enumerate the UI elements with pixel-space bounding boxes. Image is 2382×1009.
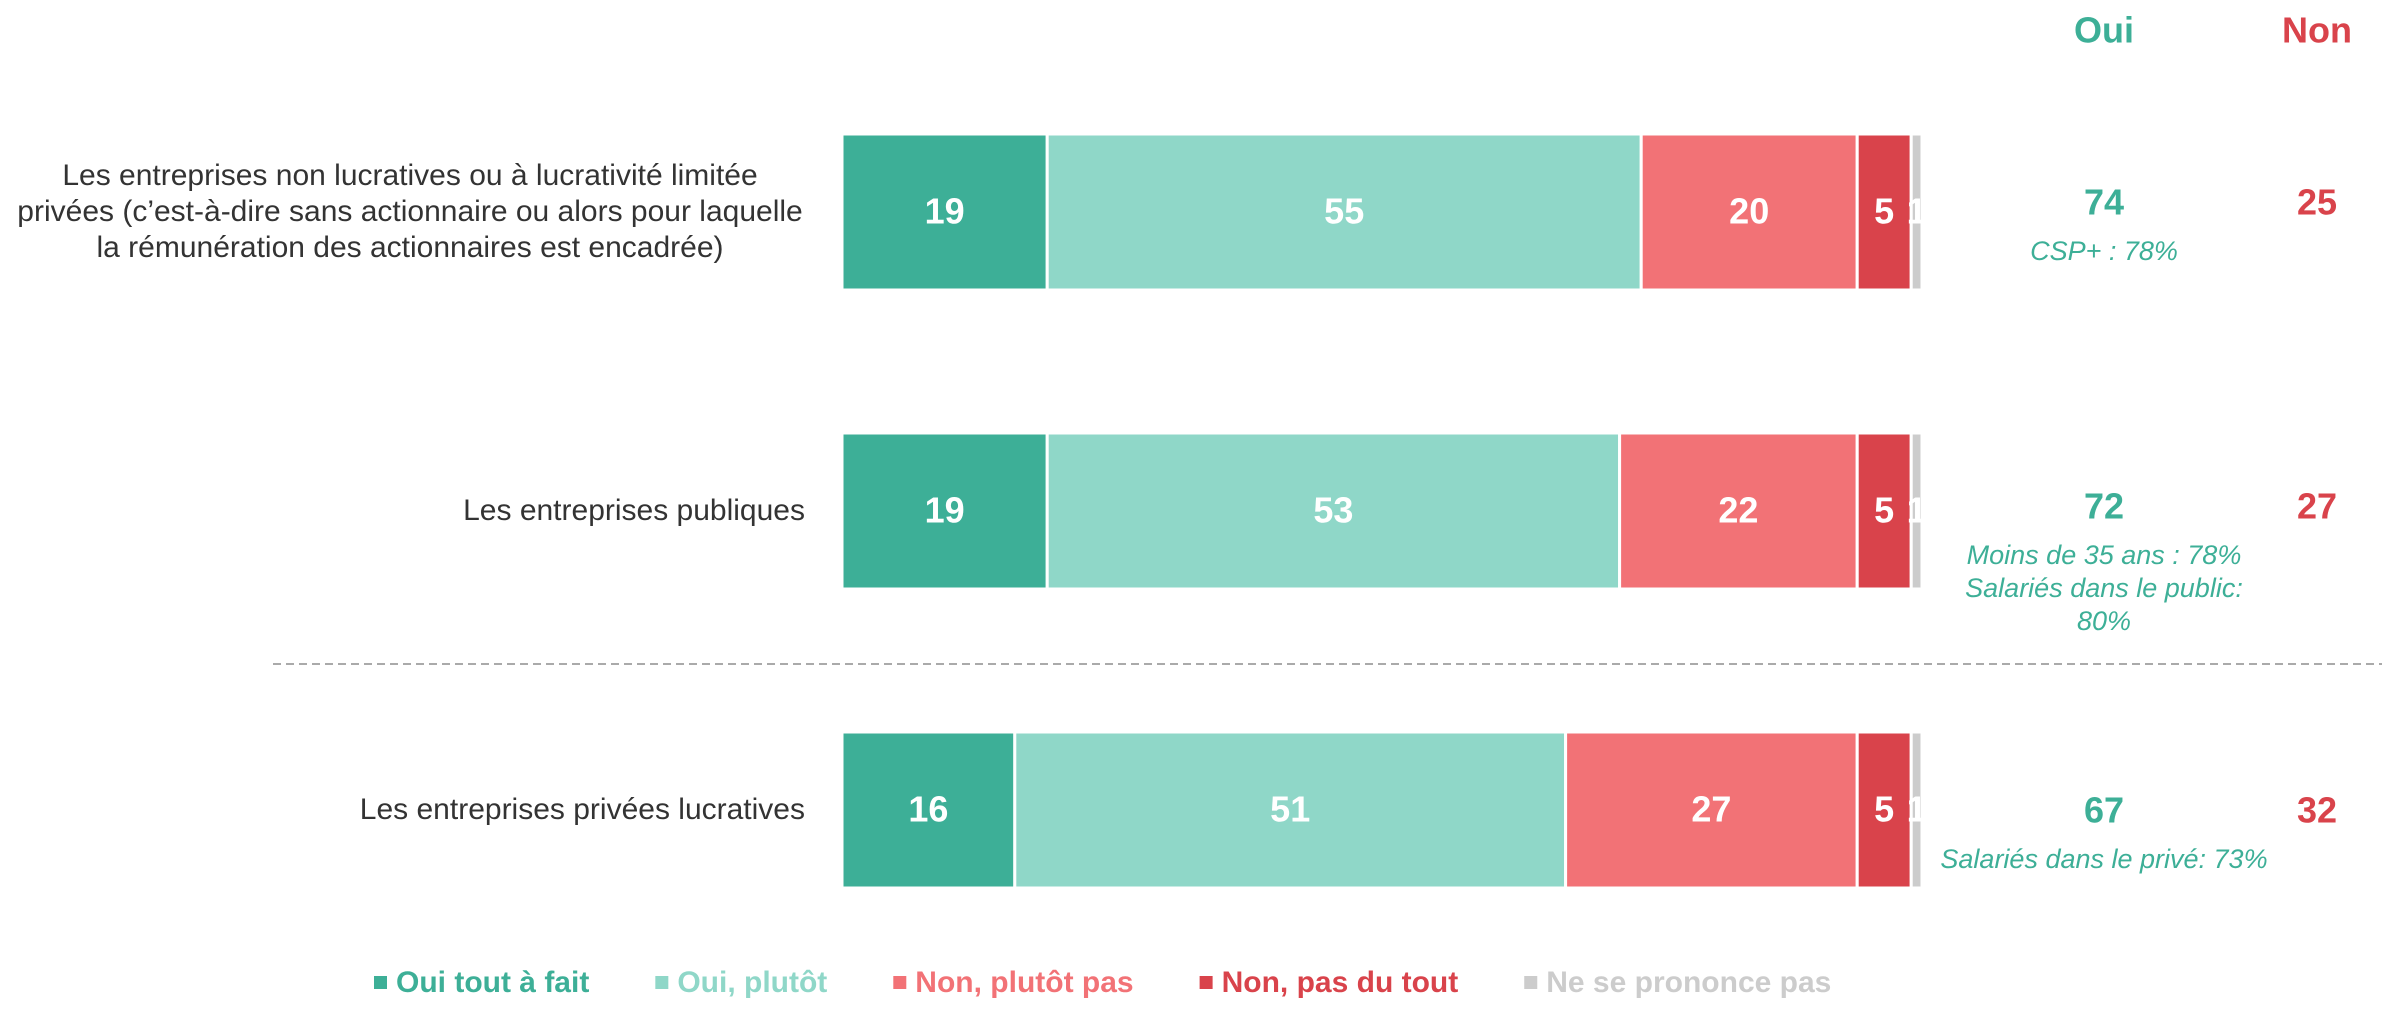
- bar-segment: [1855, 431, 1913, 591]
- bar-value-label: 5: [1874, 789, 1894, 830]
- non-header: Non: [2282, 10, 2352, 51]
- note: Salariés dans le privé: 73%: [1940, 844, 2268, 874]
- bar-segment: [1909, 730, 1924, 890]
- bar-segment: [1045, 431, 1622, 591]
- bar-value-label: 5: [1874, 490, 1894, 531]
- bar-value-label: 53: [1313, 490, 1353, 531]
- category-label: Les entreprises publiques: [463, 494, 805, 527]
- bar-segment: [1013, 730, 1568, 890]
- legend-label: Ne se prononce pas: [1546, 966, 1831, 999]
- legend-swatch: [1199, 976, 1213, 989]
- legend-label: Oui tout à fait: [396, 966, 589, 999]
- category-label: Les entreprises privées lucratives: [359, 793, 805, 826]
- bar-value-label: 16: [908, 789, 948, 830]
- category-label: Les entreprises non lucratives ou à lucr…: [17, 159, 803, 264]
- bar-value-label: 22: [1718, 490, 1758, 531]
- bar-value-label: 1: [1907, 789, 1927, 830]
- bar-segment: [1855, 730, 1913, 890]
- oui-total: 72: [2084, 486, 2124, 527]
- legend-label: Oui, plutôt: [677, 966, 827, 999]
- non-total: 25: [2297, 182, 2337, 223]
- bar-segment: [1909, 431, 1924, 591]
- bar-value-label: 1: [1907, 490, 1927, 531]
- bar-value-label: 19: [925, 191, 965, 232]
- legend-swatch: [374, 976, 387, 989]
- bar-value-label: 27: [1691, 789, 1731, 830]
- bar-segment: [1045, 132, 1643, 292]
- bar-segment: [840, 132, 1049, 292]
- oui-total: 67: [2084, 790, 2124, 831]
- bar-value-label: 20: [1729, 191, 1769, 232]
- oui-header: Oui: [2074, 10, 2134, 51]
- bar-value-label: 51: [1270, 789, 1310, 830]
- legend-swatch: [1524, 976, 1538, 989]
- bar-value-label: 19: [925, 490, 965, 531]
- note: Moins de 35 ans : 78%: [1966, 540, 2242, 570]
- non-total: 32: [2297, 790, 2337, 831]
- bar-segment: [1639, 132, 1859, 292]
- legend-label: Non, plutôt pas: [915, 966, 1133, 999]
- legend-label: Non, pas du tout: [1222, 966, 1459, 999]
- bar-value-label: 55: [1324, 191, 1364, 232]
- note: CSP+ : 78%: [2030, 236, 2178, 266]
- bar-segment: [1564, 730, 1859, 890]
- bar-value-label: 1: [1907, 191, 1927, 232]
- bar-segment: [1618, 431, 1859, 591]
- legend-swatch: [655, 976, 669, 989]
- bar-segment: [840, 431, 1049, 591]
- bar-segment: [840, 730, 1017, 890]
- bar-segment: [1909, 132, 1924, 292]
- oui-total: 74: [2084, 182, 2124, 223]
- non-total: 27: [2297, 486, 2337, 527]
- bar-value-label: 5: [1874, 191, 1894, 232]
- note: Salariés dans le public: 80%: [1965, 573, 2243, 636]
- legend-swatch: [893, 976, 907, 989]
